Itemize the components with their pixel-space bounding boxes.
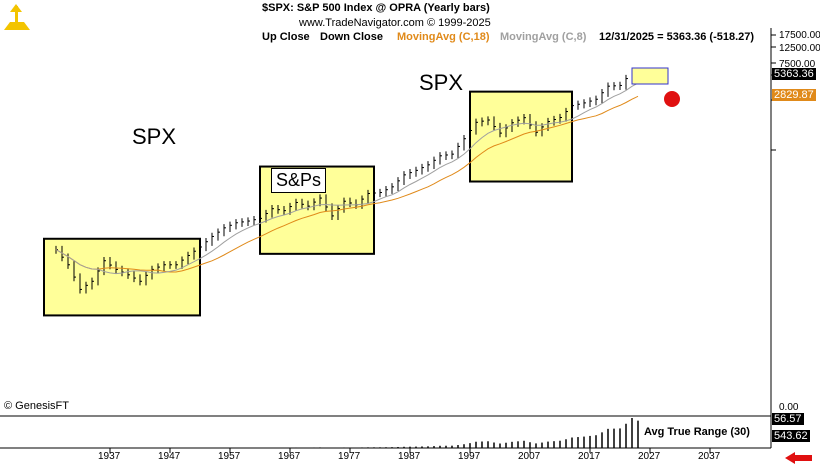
x-tick-label: 1987 [398, 451, 421, 462]
annotation-sps-box: S&Ps [271, 168, 327, 193]
x-tick-label: 1947 [158, 451, 181, 462]
y-tick-label: 17500.00 [779, 30, 820, 41]
x-tick-label: 1957 [218, 451, 241, 462]
annotation-spx-left: SPX [132, 124, 177, 149]
chart-title: $SPX: S&P 500 Index @ OPRA (Yearly bars) [262, 2, 490, 14]
legend-up-close: Up Close [262, 31, 310, 43]
atr-tag-bottom: 543.62 [772, 430, 810, 442]
red-dot-marker [664, 91, 680, 107]
axes [0, 28, 776, 449]
x-tick-label: 2027 [638, 451, 661, 462]
atr-tag-top: 56.57 [772, 413, 804, 425]
forecast-box [631, 67, 669, 85]
atr-zero-label: 0.00 [779, 402, 799, 413]
x-tick-label: 1937 [98, 451, 121, 462]
atr-label: Avg True Range (30) [644, 426, 750, 438]
last-price-tag: 5363.36 [772, 68, 816, 80]
highlight-box [469, 90, 573, 183]
legend-ma18: MovingAvg (C,18) [397, 31, 490, 43]
moving-average-18-line [55, 95, 639, 273]
x-tick-label: 1997 [458, 451, 481, 462]
legend-ma8: MovingAvg (C,8) [500, 31, 587, 43]
x-tick-label: 2007 [518, 451, 541, 462]
x-tick-marks [109, 448, 711, 453]
highlight-box [43, 237, 201, 317]
x-tick-label: 1967 [278, 451, 301, 462]
legend-down-close: Down Close [320, 31, 383, 43]
scroll-right-arrow[interactable] [785, 452, 812, 464]
ma18-price-tag: 2829.87 [772, 89, 816, 101]
annotation-spx-right: SPX [419, 70, 464, 95]
y-tick-label: 7500.00 [779, 59, 816, 70]
last-quote: 12/31/2025 = 5363.36 (-518.27) [599, 31, 755, 43]
atr-histogram [55, 418, 639, 448]
credit: © GenesisFT [4, 400, 69, 412]
x-tick-label: 2037 [698, 451, 721, 462]
x-tick-label: 1977 [338, 451, 361, 462]
logo-icon [4, 4, 30, 30]
y-tick-label: 12500.00 [779, 43, 820, 54]
x-tick-label: 2017 [578, 451, 601, 462]
copyright: www.TradeNavigator.com © 1999-2025 [299, 17, 491, 29]
moving-average-8-line [55, 82, 639, 275]
